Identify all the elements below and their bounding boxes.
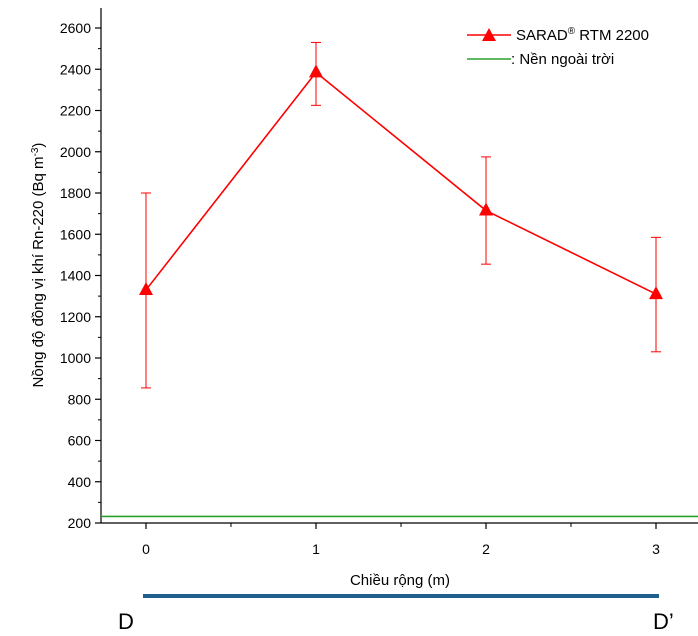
x-tick-label-2: 2 — [482, 541, 490, 557]
y-tick-label-2000: 2000 — [60, 144, 91, 160]
y-tick-label-800: 800 — [68, 391, 92, 407]
x-tick-label-1: 1 — [312, 541, 320, 557]
scale-bar-end-label: D’ — [653, 609, 674, 634]
legend-series-rest: RTM 2200 — [575, 27, 649, 44]
x-axis-title: Chiều rộng (m) — [350, 572, 450, 589]
x-tick-label-3: 3 — [652, 541, 660, 557]
y-tick-label-2400: 2400 — [60, 61, 91, 77]
y-tick-label-1600: 1600 — [60, 226, 91, 242]
x-tick-label-0: 0 — [142, 541, 150, 557]
series-layer — [139, 41, 663, 389]
y-axis-title-main: Nồng độ đồng vị khí Rn-220 (Bq m — [30, 156, 47, 387]
y-axis-title-sup: -3 — [30, 147, 41, 156]
y-tick-label-1800: 1800 — [60, 185, 91, 201]
legend: SARAD® RTM 2200 : Nền ngoài trời — [467, 26, 649, 68]
data-point — [479, 202, 493, 216]
y-tick-label-200: 200 — [68, 515, 92, 531]
data-point — [309, 64, 323, 78]
x-ticks: 0 1 2 3 — [142, 523, 660, 557]
legend-reference-label: : Nền ngoài trời — [511, 51, 614, 68]
y-axis-title: Nồng độ đồng vị khí Rn-220 (Bq m-3) — [30, 143, 47, 388]
data-point — [139, 281, 153, 295]
legend-series-marker — [482, 28, 496, 41]
legend-series-sup: ® — [568, 26, 576, 37]
y-tick-label-1000: 1000 — [60, 350, 91, 366]
y-tick-label-600: 600 — [68, 433, 92, 449]
scale-bar-start-label: D — [118, 609, 134, 634]
series-line — [145, 71, 657, 295]
y-axis-title-close: ) — [30, 143, 47, 148]
y-tick-label-400: 400 — [68, 474, 92, 490]
y-tick-label-1400: 1400 — [60, 268, 91, 284]
legend-series-name: SARAD — [516, 27, 568, 44]
legend-series-label: SARAD® RTM 2200 — [516, 26, 649, 44]
y-ticks: 200 400 600 800 1000 1200 1400 1600 1800 2000 2200… — [60, 20, 101, 531]
data-point — [649, 286, 663, 300]
y-tick-label-1200: 1200 — [60, 309, 91, 325]
y-tick-label-2600: 2600 — [60, 20, 91, 36]
y-tick-label-2200: 2200 — [60, 103, 91, 119]
